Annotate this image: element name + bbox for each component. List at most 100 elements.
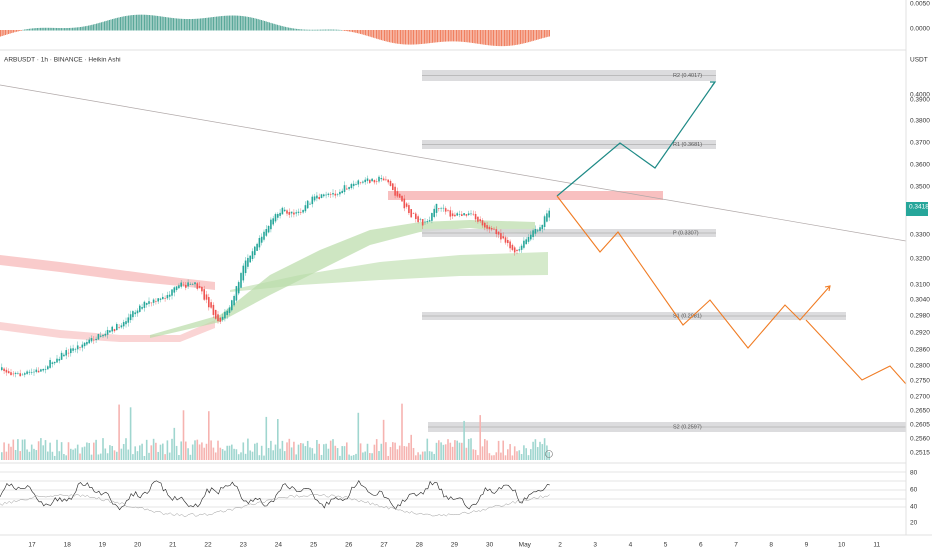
volume-bar: [212, 447, 215, 460]
candle: [260, 236, 263, 243]
osc-bar: [164, 17, 166, 31]
volume-bar: [332, 439, 334, 460]
candle: [456, 213, 458, 216]
candle: [187, 282, 189, 287]
volume-bar: [283, 451, 286, 460]
osc-bar: [371, 30, 373, 38]
osc-bar: [387, 30, 389, 42]
osc-bar: [340, 29, 342, 31]
date-label: 8: [769, 542, 773, 549]
osc-bar: [99, 22, 101, 31]
volume-bar: [258, 455, 261, 460]
candle: [447, 209, 449, 211]
candle: [233, 295, 235, 306]
volume-bar: [419, 454, 422, 460]
candle: [435, 203, 438, 213]
candle: [217, 314, 219, 322]
candle: [180, 282, 182, 287]
osc-bar: [328, 29, 330, 31]
price-axis-label: 0.3800: [910, 118, 930, 125]
osc-bar: [363, 30, 365, 35]
osc-bar: [449, 30, 451, 42]
candle: [127, 317, 130, 323]
candle: [350, 184, 353, 189]
osc-bar: [481, 30, 483, 45]
candle: [364, 179, 366, 183]
osc-bar: [548, 30, 550, 37]
volume-bar: [208, 411, 210, 460]
arrow-head: [710, 81, 717, 87]
osc-bar: [436, 30, 438, 43]
osc-bar: [420, 30, 422, 45]
volume-bar: [83, 446, 86, 460]
osc-bar: [150, 15, 152, 31]
osc-bar: [22, 29, 24, 31]
osc-bar: [518, 30, 520, 45]
candle: [171, 289, 173, 296]
candle: [134, 312, 136, 315]
date-label: 20: [134, 542, 142, 549]
osc-bar: [3, 30, 5, 36]
osc-bar: [486, 30, 488, 46]
candle: [65, 350, 67, 356]
candle: [83, 342, 86, 347]
candle: [221, 316, 224, 320]
volume-bar: [53, 455, 56, 460]
volume-bar: [17, 439, 19, 460]
volume-bar: [247, 438, 249, 460]
date-label: 6: [699, 542, 703, 549]
osc-bar: [113, 18, 115, 31]
volume-bar: [539, 441, 541, 460]
volume-bar: [495, 452, 498, 460]
date-label: 2: [558, 542, 562, 549]
volume-bar: [79, 453, 81, 460]
volume-bar: [178, 455, 180, 460]
candle: [143, 301, 146, 308]
osc-bar: [422, 30, 424, 44]
osc-bar: [244, 16, 246, 31]
volume-bar: [134, 446, 136, 460]
osc-bar: [257, 19, 259, 31]
osc-bar: [403, 30, 405, 45]
osc-bar: [107, 20, 109, 31]
volume-bar: [329, 440, 332, 460]
osc-bar: [414, 30, 416, 45]
osc-bar: [195, 18, 197, 31]
volume-bar: [523, 445, 525, 460]
candle: [380, 178, 383, 180]
price-axis-label: 0.2515: [910, 450, 930, 457]
date-label: 24: [275, 542, 283, 549]
osc-bar: [507, 30, 509, 46]
volume-bar: [405, 446, 408, 460]
candle: [254, 246, 256, 256]
osc-bar: [76, 27, 78, 31]
osc-bar: [177, 18, 179, 31]
candle: [394, 186, 396, 196]
volume-bar: [511, 455, 514, 460]
date-label: 5: [664, 542, 668, 549]
osc-bar: [67, 28, 69, 31]
candle: [493, 228, 495, 230]
candle: [415, 213, 417, 220]
candle: [511, 244, 514, 250]
osc-bar: [43, 27, 45, 31]
volume-bar: [33, 448, 35, 460]
pivot-levels: R2 (0.4017) R1 (0.3681) P (0.3307) S1 (0.29…: [422, 70, 906, 432]
candle: [288, 212, 291, 215]
candle: [281, 207, 284, 215]
date-label: 26: [345, 542, 353, 549]
candle: [424, 221, 426, 223]
green-ribbon: [150, 220, 535, 338]
volume-bar: [113, 450, 116, 460]
osc-bar: [300, 29, 302, 31]
osc-bar: [235, 15, 237, 31]
candle: [194, 282, 196, 285]
replay-icon: [545, 450, 553, 458]
osc-bar: [339, 29, 341, 31]
candle: [311, 196, 314, 205]
osc-bar: [160, 16, 162, 31]
volume-bar: [454, 440, 456, 460]
osc-bar: [187, 19, 189, 31]
volume-bar: [532, 441, 534, 460]
